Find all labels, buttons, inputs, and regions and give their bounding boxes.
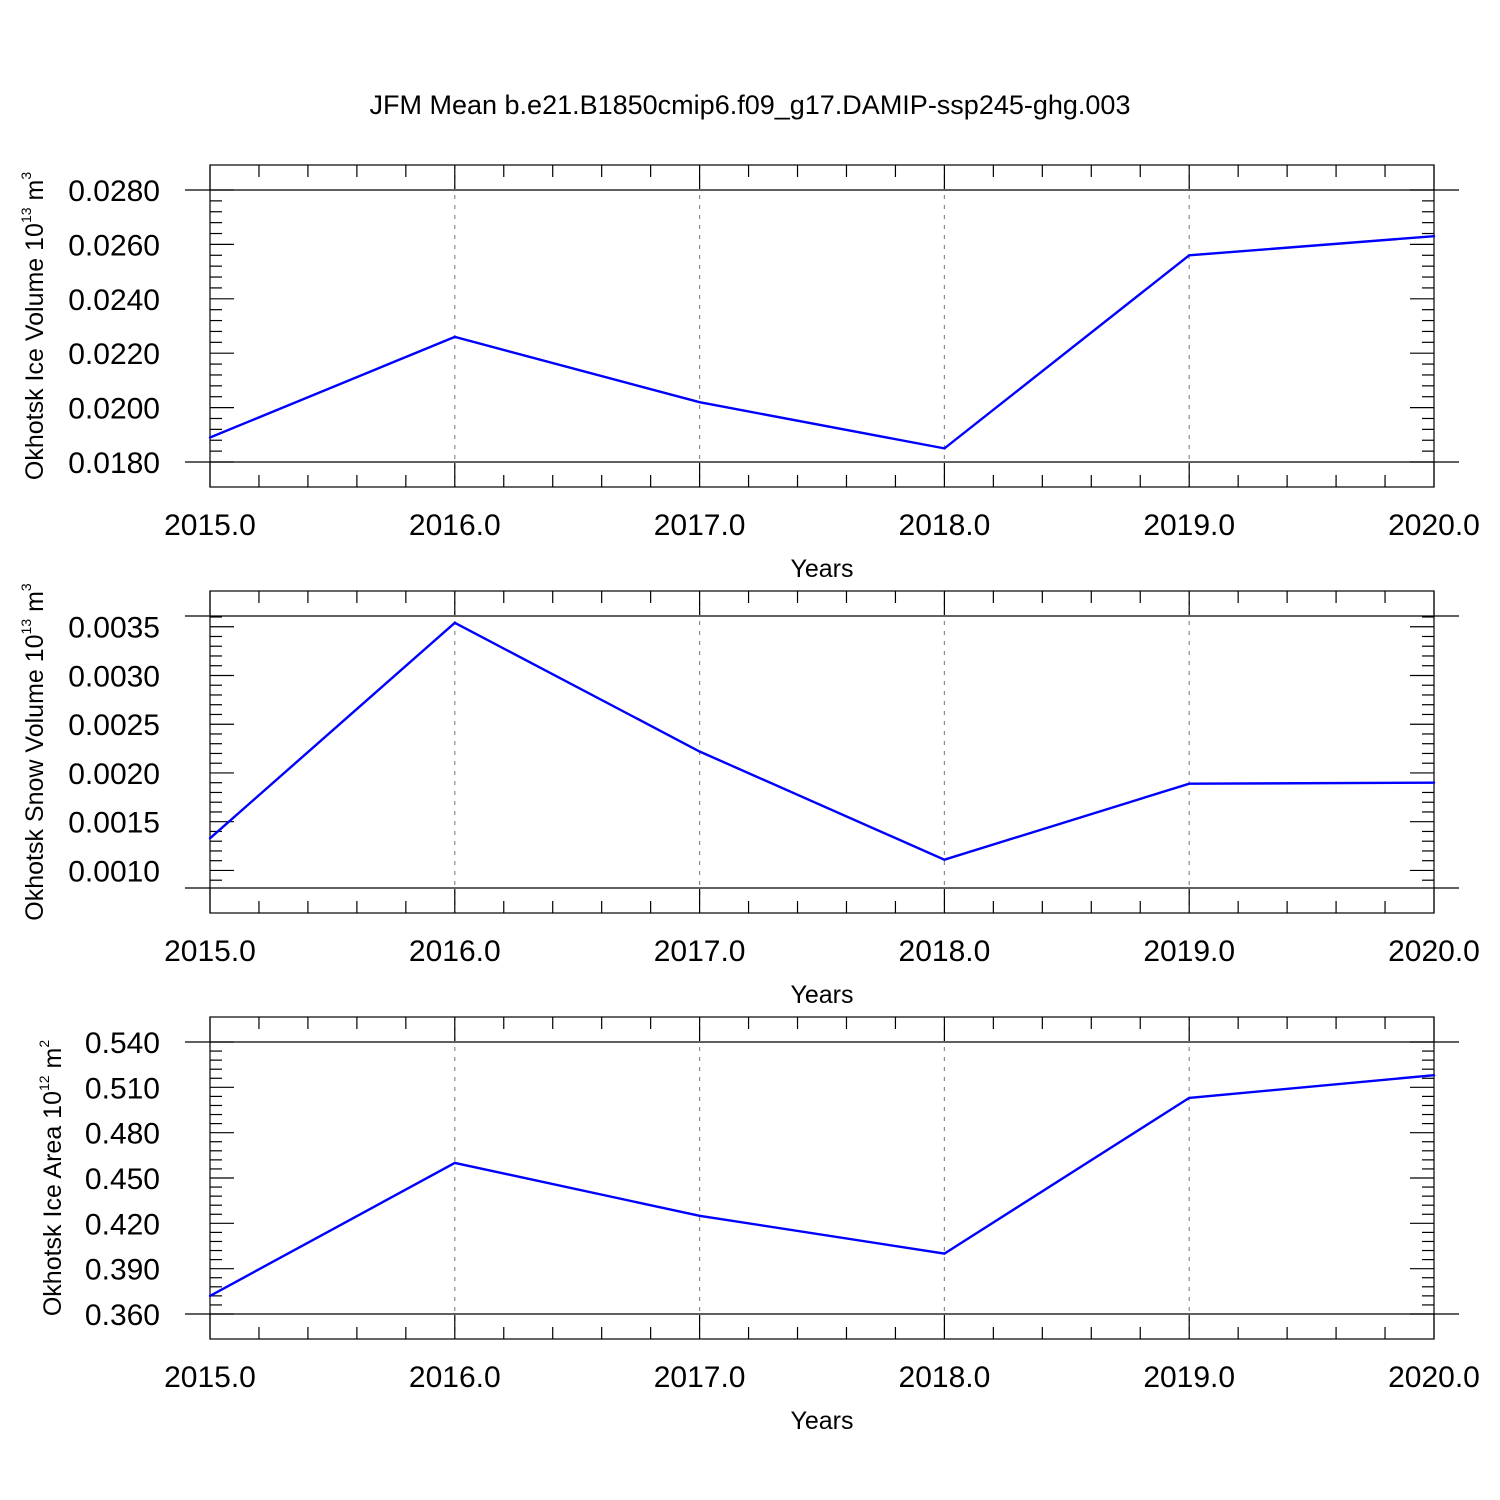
plot-frame [209, 590, 1435, 914]
data-point [453, 621, 456, 625]
data-point [1188, 782, 1191, 785]
y-tick-label: 0.0240 [68, 284, 160, 317]
data-point [698, 1214, 701, 1217]
x-tick-label: 2018.0 [899, 1361, 991, 1394]
data-point [943, 1252, 946, 1255]
data-point [1432, 781, 1436, 784]
x-axis-title: Years [790, 981, 853, 1009]
data-point [943, 447, 946, 450]
y-tick-label: 0.0200 [68, 393, 160, 426]
y-tick-label: 0.390 [85, 1254, 160, 1287]
series-line [209, 235, 1435, 450]
x-axis-title: Years [790, 1407, 853, 1435]
data-point [208, 1294, 212, 1298]
x-tick-label: 2020.0 [1388, 935, 1480, 968]
y-tick-label: 0.0220 [68, 338, 160, 371]
y-tick-label: 0.0015 [68, 807, 160, 840]
x-tick-label: 2019.0 [1143, 935, 1235, 968]
x-tick-label: 2018.0 [899, 509, 991, 542]
x-axis-title: Years [790, 555, 853, 583]
y-axis-title: Okhotsk Snow Volume 1013 m3 [18, 583, 49, 921]
y-tick-label: 0.0025 [68, 709, 160, 742]
y-tick-label: 0.480 [85, 1118, 160, 1151]
chart-panel-2: 2015.0 2016.0 2017.0 2018.0 2019.0 2020.0 0.00… [18, 583, 1480, 1009]
y-tick-label: 0.0260 [68, 229, 160, 262]
y-tick-label: 0.0280 [68, 175, 160, 208]
figure-title: JFM Mean b.e21.B1850cmip6.f09_g17.DAMIP-… [370, 90, 1131, 120]
x-tick-label: 2016.0 [409, 935, 501, 968]
y-tick-label: 0.0010 [68, 855, 160, 888]
chart-panel-1: 2015.0 2016.0 2017.0 2018.0 2019.0 2020.0 0.01… [18, 164, 1480, 583]
panels: 2015.0 2016.0 2017.0 2018.0 2019.0 2020.0 0.01… [18, 164, 1480, 1435]
x-tick-label: 2020.0 [1388, 1361, 1480, 1394]
x-tick-label: 2015.0 [164, 1361, 256, 1394]
data-point [698, 400, 701, 404]
plot-frame [209, 164, 1435, 488]
x-tick-label: 2017.0 [654, 935, 746, 968]
data-point [208, 436, 212, 439]
y-tick-label: 0.0020 [68, 758, 160, 791]
data-point [208, 837, 212, 840]
data-point [1188, 1096, 1191, 1100]
plot-frame [209, 1016, 1435, 1340]
y-tick-label: 0.0035 [68, 612, 160, 645]
x-tick-label: 2015.0 [164, 935, 256, 968]
y-tick-label: 0.510 [85, 1072, 160, 1105]
x-tick-label: 2015.0 [164, 509, 256, 542]
data-point [1188, 254, 1191, 257]
data-point [943, 858, 946, 861]
y-tick-label: 0.360 [85, 1299, 160, 1332]
data-point [1432, 1074, 1436, 1077]
y-tick-label: 0.540 [85, 1027, 160, 1060]
x-tick-label: 2017.0 [654, 1361, 746, 1394]
y-tick-label: 0.0030 [68, 660, 160, 693]
chart-panel-3: 2015.0 2016.0 2017.0 2018.0 2019.0 2020.0 0.36… [36, 1016, 1480, 1435]
y-tick-label: 0.0180 [68, 447, 160, 480]
y-axis-title: Okhotsk Ice Area 1012 m2 [36, 1040, 67, 1316]
x-tick-label: 2016.0 [409, 509, 501, 542]
x-tick-label: 2018.0 [899, 935, 991, 968]
y-tick-label: 0.420 [85, 1208, 160, 1241]
series-line [209, 1074, 1435, 1297]
data-point [453, 335, 456, 339]
data-point [1432, 235, 1436, 238]
y-axis-title: Okhotsk Ice Volume 1013 m3 [18, 172, 49, 480]
x-tick-label: 2016.0 [409, 1361, 501, 1394]
series-line [209, 621, 1435, 861]
x-tick-label: 2017.0 [654, 509, 746, 542]
x-tick-label: 2019.0 [1143, 509, 1235, 542]
y-tick-label: 0.450 [85, 1163, 160, 1196]
x-tick-label: 2019.0 [1143, 1361, 1235, 1394]
data-point [698, 750, 701, 753]
data-point [453, 1161, 456, 1165]
x-tick-label: 2020.0 [1388, 509, 1480, 542]
